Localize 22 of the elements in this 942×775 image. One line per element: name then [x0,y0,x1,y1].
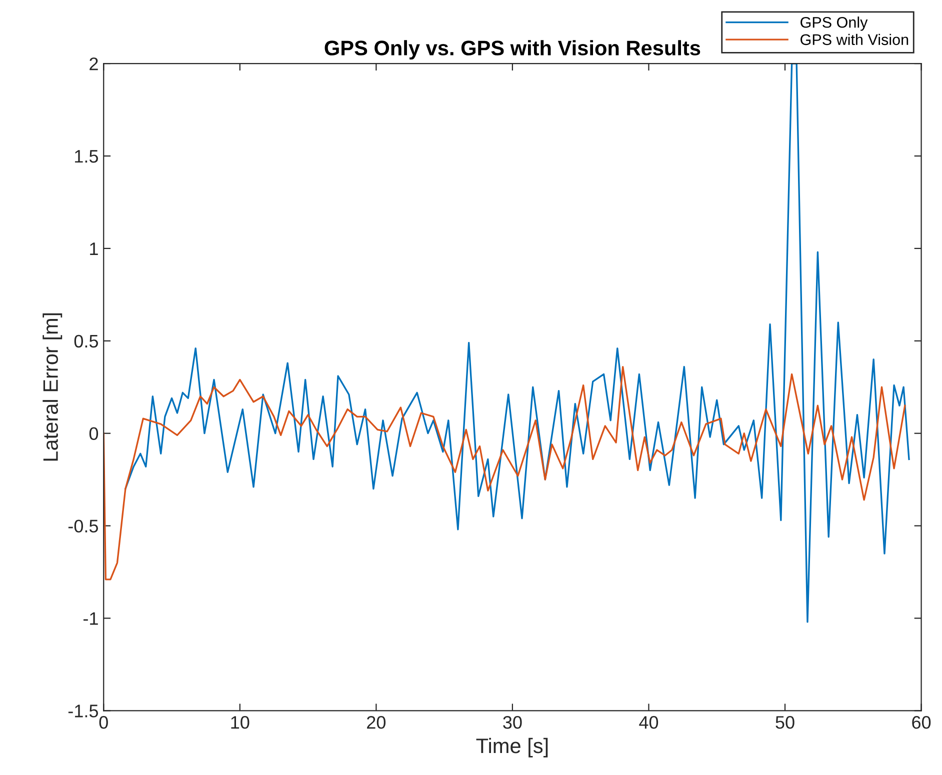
x-tick-label: 30 [503,716,522,729]
y-tick-label: -1.5 [68,704,98,718]
legend-label: GPS with Vision [800,34,908,46]
x-tick-label: 0 [99,716,108,729]
legend-label: GPS Only [800,16,868,31]
y-tick-label: 2 [90,57,98,70]
x-tick-label: 10 [231,716,250,729]
x-tick-label: 40 [639,716,658,729]
y-axis-title: Lateral Error [m] [42,313,62,461]
y-tick-label: -1 [84,612,98,625]
y-tick-label: 0 [89,427,98,440]
y-tick-label: -0.5 [68,520,98,532]
x-tick-label: 60 [912,716,931,729]
x-tick-label: 50 [776,716,794,729]
line-series [124,64,910,623]
x-tick-label: 20 [367,716,386,729]
y-tick-label: 1.5 [75,150,98,163]
chart-title: GPS Only vs. GPS with Vision Results [324,40,700,60]
x-axis-title: Time [s] [476,738,548,758]
y-tick-label: 1 [90,242,98,255]
y-tick-label: 0.5 [74,334,98,348]
line-series [104,366,906,580]
